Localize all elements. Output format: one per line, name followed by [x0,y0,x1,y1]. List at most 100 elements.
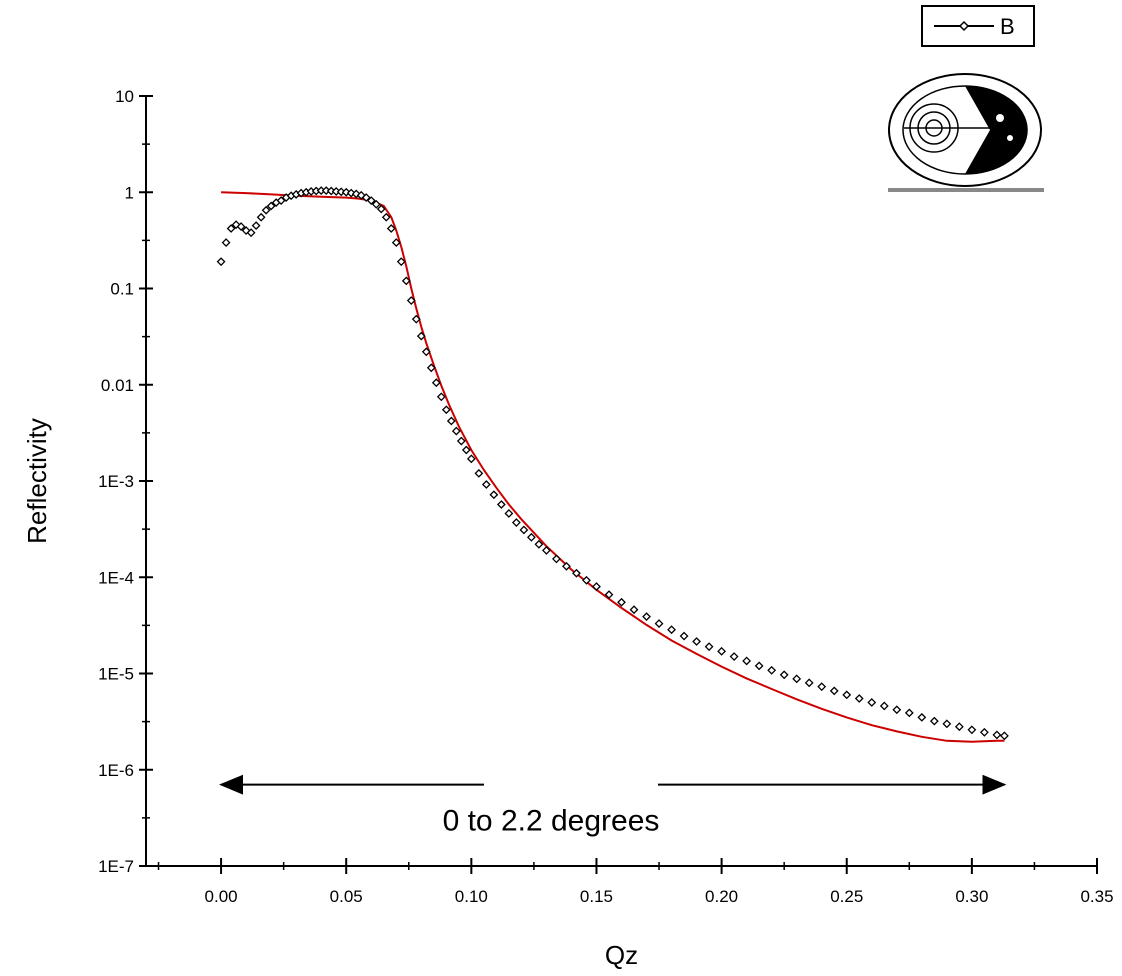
y-tick-label: 10 [115,87,134,106]
data-point [401,276,411,286]
legend: B [921,5,1035,47]
data-point [489,490,499,500]
data-point [617,597,626,607]
data-point [221,238,231,247]
data-point [754,661,764,671]
data-point [231,220,241,230]
data-point [386,224,396,233]
data-point [854,694,864,703]
data-point [592,582,601,591]
data-point [474,468,484,478]
y-tick-label: 1E-7 [98,857,134,876]
data-point [534,539,544,549]
data-point [792,674,802,684]
data-point [629,605,639,615]
data-point [904,708,914,718]
data-point [504,509,514,518]
data-point [466,454,476,464]
data-point [692,637,701,646]
data-point [542,546,551,555]
data-point [929,716,939,726]
data-point [979,727,989,737]
data-point [266,201,276,211]
data-point [604,590,614,600]
data-point [992,730,1002,740]
logo-dot-1 [996,114,1004,122]
data-point [416,331,426,341]
y-axis-title: Reflectivity [22,418,52,544]
data-point [829,686,839,696]
data-point [642,612,651,622]
y-tick-label: 1E-3 [98,472,134,491]
data-point [679,631,689,641]
data-point [519,525,529,535]
data-point [717,646,727,656]
x-axis-ticks: 0.00 0.05 0.10 0.15 0.20 0.25 0.30 0.35 [157,858,1114,906]
data-point [667,625,676,635]
data-point [817,682,827,692]
data-point [942,719,952,729]
data-point [421,347,431,357]
institution-logo [888,73,1044,192]
logo-dot-2 [1007,135,1013,141]
y-tick-label: 1E-6 [98,761,134,780]
data-point [496,500,506,509]
data-point [251,221,261,231]
data-point [256,212,266,222]
y-tick-label: 0.01 [101,376,134,395]
data-points-series [216,186,1009,741]
legend-label: B [1000,14,1015,39]
data-point [391,238,401,247]
data-point [526,532,536,542]
data-point [917,712,927,722]
data-point [381,212,391,222]
data-point [406,296,416,305]
data-point [461,445,471,455]
y-tick-label: 1 [125,183,134,202]
data-point [954,722,964,732]
data-point [361,193,371,203]
x-tick-label: 0.35 [1080,887,1113,906]
legend-diamond-symbol [958,20,970,32]
data-point [867,698,877,707]
data-point [511,518,521,527]
data-point [456,436,466,446]
data-point [366,196,376,205]
data-point [804,678,814,688]
data-point [451,426,461,436]
data-point [742,656,752,666]
data-point [376,204,386,214]
data-point [261,205,271,215]
data-point [842,690,852,700]
x-tick-label: 0.25 [830,887,863,906]
data-point [572,568,581,578]
data-point [967,725,977,735]
x-tick-label: 0.30 [955,887,988,906]
data-point [729,652,739,661]
x-axis-title: Qz [605,940,638,970]
data-point [236,222,246,231]
x-tick-label: 0.05 [330,887,363,906]
data-point [767,665,777,675]
data-point [341,187,351,197]
data-point [999,731,1009,741]
data-point [879,701,889,711]
data-point [552,554,561,564]
data-point [246,228,256,238]
y-tick-label: 0.1 [110,280,134,299]
data-point [562,561,571,571]
data-point [446,416,456,426]
annotation-text: 0 to 2.2 degrees [443,805,660,838]
data-point [411,314,421,324]
fit-line [221,191,1005,743]
x-tick-label: 0.10 [455,887,488,906]
data-point [441,405,451,415]
data-point [654,619,664,629]
data-point [356,190,366,200]
x-tick-label: 0.00 [205,887,238,906]
x-tick-label: 0.20 [705,887,738,906]
data-point [704,642,714,652]
x-tick-label: 0.15 [580,887,613,906]
data-point [582,575,591,585]
